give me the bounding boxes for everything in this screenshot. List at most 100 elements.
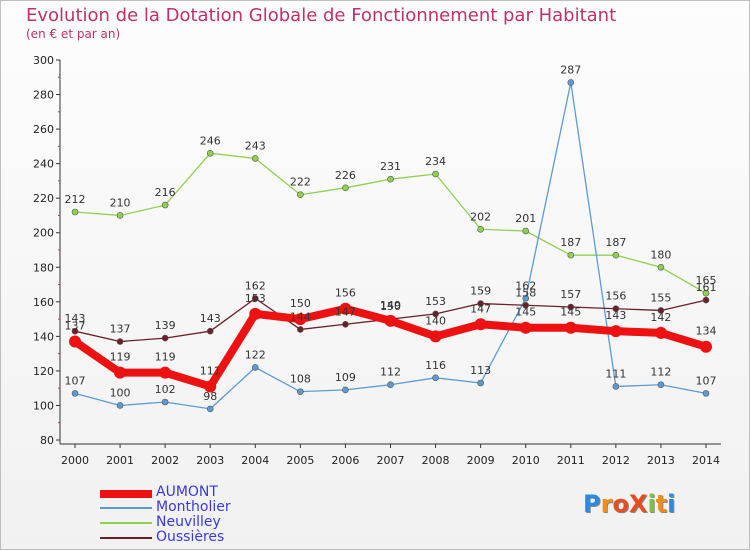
legend-label-montholier: Montholier <box>156 499 231 515</box>
legend-swatch-oussieres <box>100 537 152 539</box>
data-point <box>384 314 397 327</box>
data-label: 161 <box>696 281 717 294</box>
data-point <box>249 307 262 320</box>
logo-letter: X <box>628 490 648 518</box>
x-tick-label: 2001 <box>106 454 134 467</box>
data-point <box>161 334 169 342</box>
data-point <box>114 366 127 379</box>
x-tick-label: 2000 <box>61 454 89 467</box>
x-tick-label: 2006 <box>331 454 359 467</box>
y-tick-label: 140 <box>33 330 54 343</box>
data-point <box>654 326 667 339</box>
data-label: 158 <box>515 286 536 299</box>
data-point <box>339 302 352 315</box>
data-label: 212 <box>65 193 86 206</box>
data-point <box>657 263 665 271</box>
data-point <box>432 374 439 382</box>
y-tick-label: 200 <box>33 227 54 240</box>
data-point <box>567 303 575 311</box>
data-point <box>567 251 575 259</box>
data-label: 246 <box>200 134 221 147</box>
data-point <box>251 155 259 162</box>
data-point <box>342 320 349 328</box>
y-tick-label: 80 <box>40 434 54 447</box>
data-label: 222 <box>290 176 311 189</box>
y-tick-label: 220 <box>33 192 54 205</box>
data-label: 142 <box>650 311 671 324</box>
legend-swatch-montholier <box>100 507 152 509</box>
data-label: 112 <box>380 366 401 379</box>
data-label: 216 <box>155 186 176 199</box>
data-point <box>161 398 169 406</box>
data-point <box>206 405 214 413</box>
legend-label-oussieres: Oussières <box>156 529 225 545</box>
data-label: 143 <box>605 309 626 322</box>
data-label: 202 <box>470 210 491 223</box>
data-point <box>612 305 620 313</box>
data-point <box>204 380 217 393</box>
data-label: 108 <box>290 373 311 386</box>
data-point <box>206 327 214 335</box>
data-point <box>116 338 124 345</box>
data-label: 187 <box>560 236 581 249</box>
data-label: 153 <box>245 292 266 305</box>
data-point <box>522 295 530 302</box>
x-tick-label: 2005 <box>286 454 314 467</box>
data-point <box>69 335 81 348</box>
chart-title: Evolution de la Dotation Globale de Fonc… <box>26 5 617 26</box>
data-label: 145 <box>560 306 581 319</box>
data-point <box>477 379 484 387</box>
data-label: 226 <box>335 169 356 182</box>
data-point <box>657 381 665 389</box>
data-point <box>702 289 710 297</box>
y-tick-label: 240 <box>33 158 54 171</box>
data-point <box>567 79 575 86</box>
y-tick-label: 120 <box>33 365 54 378</box>
data-point <box>387 381 394 389</box>
data-label: 201 <box>515 212 536 225</box>
data-label: 231 <box>380 160 401 173</box>
x-tick-label: 2008 <box>422 454 450 467</box>
data-label: 107 <box>696 374 717 387</box>
data-label: 162 <box>515 279 536 292</box>
logo-letter: r <box>600 490 613 518</box>
data-point <box>342 184 349 192</box>
x-tick-label: 2002 <box>151 454 179 467</box>
data-point <box>612 251 620 259</box>
data-label: 111 <box>605 367 626 380</box>
data-point <box>702 296 710 304</box>
data-label: 147 <box>335 305 356 318</box>
x-tick-label: 2003 <box>196 454 224 467</box>
data-label: 180 <box>650 248 671 261</box>
legend-swatch-aumont <box>100 490 152 498</box>
x-tick-label: 2011 <box>557 454 585 467</box>
data-point <box>477 300 484 307</box>
y-tick-label: 300 <box>33 54 54 67</box>
data-point <box>522 301 530 309</box>
data-label: 116 <box>425 359 446 372</box>
y-tick-label: 180 <box>33 261 54 274</box>
data-label: 111 <box>200 364 221 377</box>
data-label: 119 <box>110 351 131 364</box>
data-point <box>297 191 304 199</box>
data-label: 134 <box>696 325 717 338</box>
data-label: 137 <box>110 323 131 336</box>
data-point <box>519 321 532 334</box>
data-label: 162 <box>245 279 266 292</box>
data-point <box>702 390 710 397</box>
data-point <box>657 307 665 314</box>
data-label: 187 <box>605 236 626 249</box>
x-tick-label: 2014 <box>692 454 720 467</box>
data-point <box>474 318 487 331</box>
data-label: 137 <box>65 320 86 333</box>
logo-letter: i <box>667 490 676 518</box>
x-tick-label: 2010 <box>512 454 540 467</box>
data-point <box>297 326 304 333</box>
data-label: 287 <box>560 63 581 76</box>
data-label: 243 <box>245 139 266 152</box>
data-point <box>71 208 79 216</box>
series-line-neuvilley <box>74 152 707 294</box>
data-label: 156 <box>335 287 356 300</box>
data-point <box>612 383 620 390</box>
logo-letter: o <box>612 490 629 518</box>
